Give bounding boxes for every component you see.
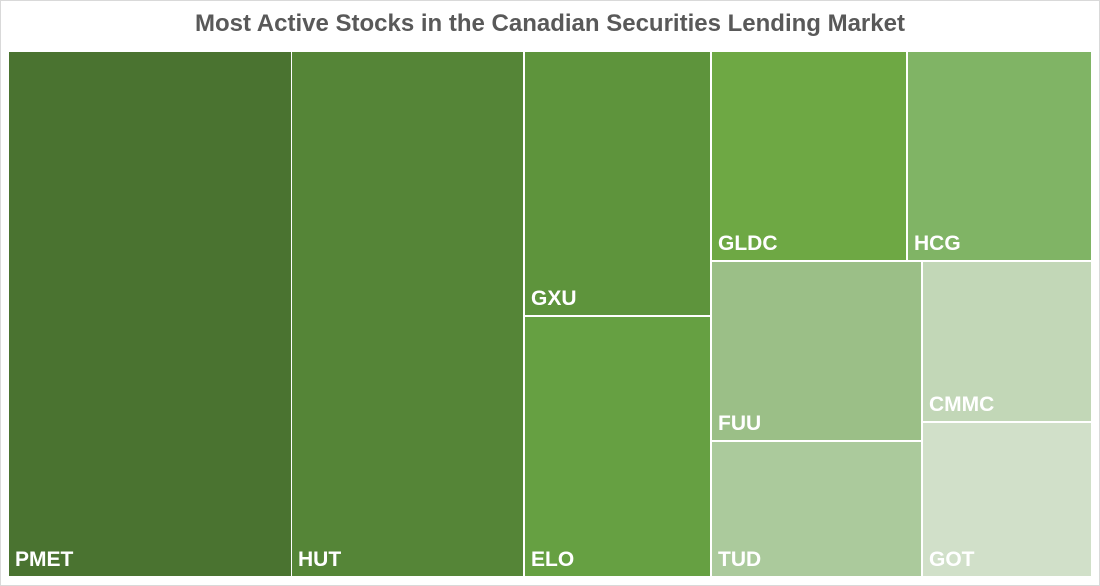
tile-label: HCG xyxy=(914,232,961,255)
tile-label: HUT xyxy=(298,548,342,571)
tile-hut: HUT xyxy=(292,52,523,576)
tile-label: FUU xyxy=(718,412,762,435)
tile-pmet: PMET xyxy=(9,52,291,576)
tile-label: TUD xyxy=(718,548,762,571)
tile-label: GLDC xyxy=(718,232,778,255)
tile-hcg: HCG xyxy=(908,52,1091,260)
tile-label: GOT xyxy=(929,548,975,571)
tile-gxu: GXU xyxy=(525,52,710,315)
tile-gldc: GLDC xyxy=(712,52,906,260)
tile-cmmc: CMMC xyxy=(923,262,1091,421)
tile-label: PMET xyxy=(15,548,74,571)
tile-label: CMMC xyxy=(929,393,995,416)
tile-fuu: FUU xyxy=(712,262,921,440)
tile-label: ELO xyxy=(531,548,575,571)
tile-tud: TUD xyxy=(712,442,921,576)
tile-got: GOT xyxy=(923,423,1091,576)
treemap-plot-area: PMET HUT GXU ELO GLDC HCG FUU TUD CMMC G… xyxy=(9,52,1091,576)
tile-elo: ELO xyxy=(525,317,710,576)
tile-label: GXU xyxy=(531,287,577,310)
chart-title: Most Active Stocks in the Canadian Secur… xyxy=(195,10,905,37)
